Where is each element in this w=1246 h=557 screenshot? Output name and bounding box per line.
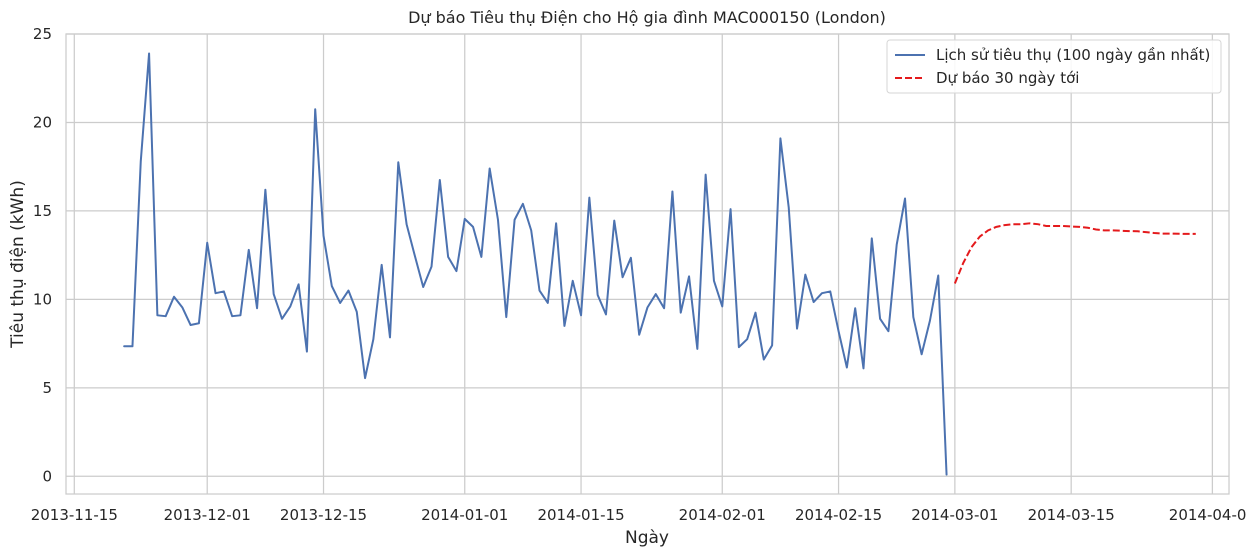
x-tick-label: 2014-03-15 — [1028, 506, 1115, 524]
legend-box — [886, 39, 1222, 94]
x-tick-label: 2013-12-15 — [280, 506, 367, 524]
x-tick-label: 2014-02-01 — [679, 506, 766, 524]
y-tick-label: 20 — [33, 113, 52, 131]
x-tick-labels: 2013-11-15 2013-12-01 2013-12-15 2014-01-01… — [31, 506, 1246, 524]
y-tick-label: 15 — [33, 202, 52, 220]
legend: Lịch sử tiêu thụ (100 ngày gần nhất) Dự … — [886, 39, 1222, 94]
y-tick-label: 25 — [33, 25, 52, 43]
y-axis-label: Tiêu thụ điện (kWh) — [8, 180, 28, 349]
series-line-forecast — [953, 222, 1196, 284]
legend-label-forecast: Dự báo 30 ngày tới — [936, 69, 1079, 87]
y-tick-labels: 0 5 10 15 20 25 — [33, 25, 52, 485]
x-tick-label: 2013-12-01 — [164, 506, 251, 524]
chart-title: Dự báo Tiêu thụ Điện cho Hộ gia đình MAC… — [408, 8, 886, 27]
y-tick-label: 0 — [42, 467, 52, 485]
x-tick-label: 2014-01-01 — [421, 506, 508, 524]
x-tick-label: 2014-03-01 — [911, 506, 998, 524]
x-axis-label: Ngày — [625, 528, 669, 548]
x-tick-label: 2014-01-15 — [537, 506, 624, 524]
plot-frame — [65, 33, 1230, 495]
x-tick-label: 2013-11-15 — [31, 506, 118, 524]
y-tick-label: 10 — [33, 290, 52, 308]
x-tick-label: 2014-02-15 — [795, 506, 882, 524]
series-lines — [123, 52, 1196, 476]
series-line-history — [123, 52, 948, 476]
legend-label-history: Lịch sử tiêu thụ (100 ngày gần nhất) — [936, 46, 1210, 64]
y-tick-label: 5 — [42, 379, 52, 397]
x-tick-label: 2014-04-01 — [1169, 506, 1246, 524]
